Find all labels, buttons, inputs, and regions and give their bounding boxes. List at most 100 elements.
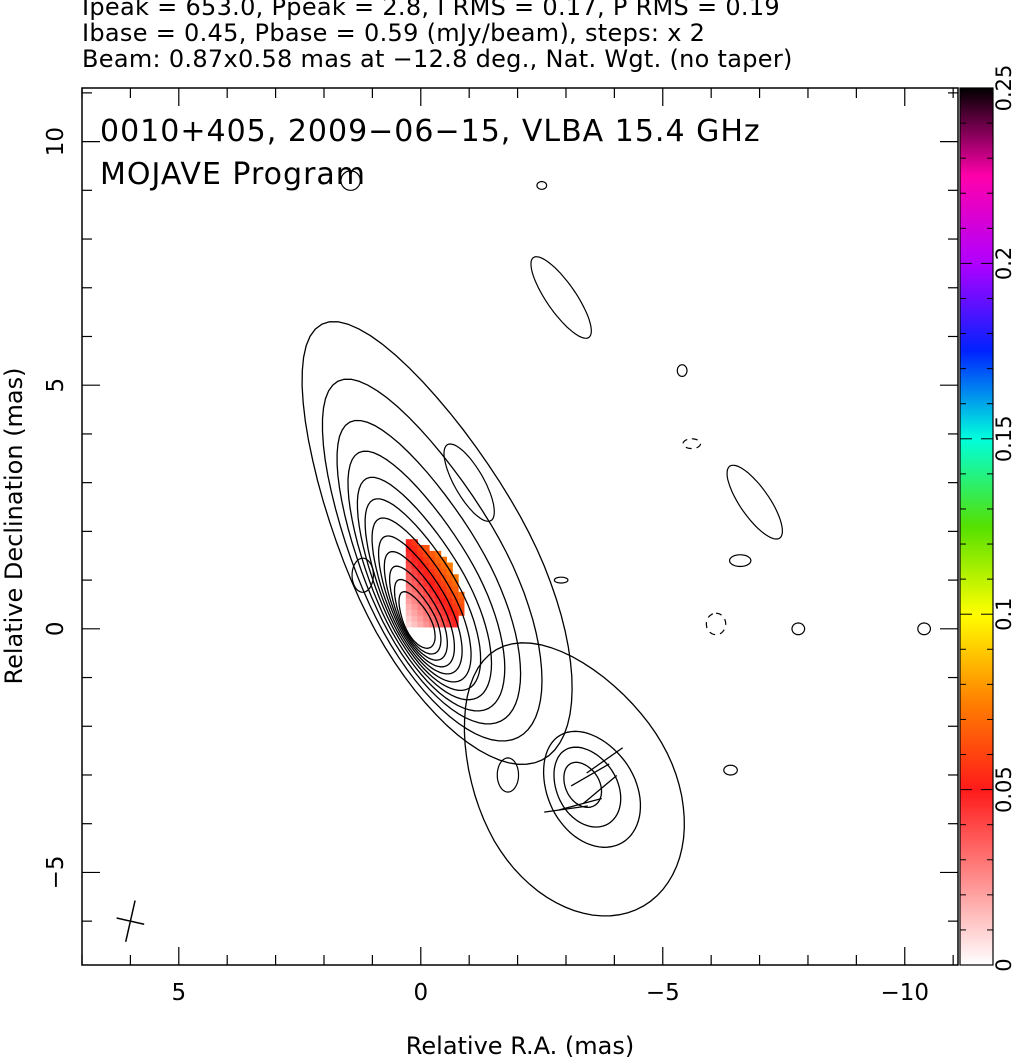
polarization-pixel	[440, 585, 448, 593]
polarization-pixel	[440, 615, 448, 622]
polarization-pixel	[423, 597, 430, 605]
x-axis-ticks: 5 0 −5 −10	[81, 88, 954, 1006]
polarization-pixel	[423, 556, 430, 564]
polarization-pixel	[423, 603, 430, 610]
evpa-ticks	[544, 747, 624, 813]
polarization-pixel	[405, 568, 413, 575]
polarization-pixel	[429, 603, 436, 610]
faint-contour	[340, 170, 361, 191]
polarization-pixel	[417, 580, 424, 587]
polarization-pixel	[417, 550, 424, 558]
polarization-pixel	[405, 585, 413, 593]
beam-minor-axis	[116, 917, 145, 926]
polarization-pixel	[440, 609, 448, 616]
polarization-pixel	[417, 621, 424, 628]
polarization-pixel	[434, 556, 442, 564]
polarization-pixel	[417, 603, 424, 610]
colorbar-ticks: 0 0.05 0.1 0.15 0.2 0.25	[959, 65, 1016, 972]
polarization-pixel	[458, 597, 465, 605]
x-tick-label: 5	[171, 980, 186, 1006]
polarization-pixel	[446, 591, 453, 599]
polarization-pixel	[446, 574, 453, 581]
polarization-pixel	[417, 545, 424, 552]
polarization-pixel	[446, 615, 453, 622]
evpa-tick	[582, 774, 618, 805]
polarization-pixel	[417, 568, 424, 575]
polarization-pixel	[452, 603, 459, 610]
beam-symbol	[116, 900, 145, 942]
faint-contour	[530, 256, 592, 339]
negative-contour	[682, 438, 702, 450]
polarization-pixel	[434, 550, 442, 558]
jet-contour	[542, 730, 642, 848]
evpa-tick	[544, 805, 588, 813]
faint-contour	[726, 464, 784, 540]
polarization-pixel	[434, 597, 442, 605]
plot-frame	[81, 87, 959, 966]
plot-border	[81, 87, 959, 966]
core-contour	[356, 476, 493, 701]
polarization-pixel	[446, 580, 453, 587]
plot-header: Ipeak = 653.0, Ppeak = 2.8, I RMS = 0.17…	[82, 0, 1012, 72]
faint-contour	[536, 180, 548, 190]
polarization-pixel	[411, 568, 418, 575]
colorbar-tick-label: 0.1	[992, 597, 1016, 630]
polarization-pixel	[440, 568, 448, 575]
evpa-tick	[586, 747, 624, 774]
polarization-pixel	[434, 568, 442, 575]
polarization-pixel	[440, 556, 448, 564]
core-contour	[301, 321, 573, 765]
polarization-pixel	[452, 591, 459, 599]
polarization-pixel	[446, 562, 453, 570]
polarization-pixel	[429, 574, 436, 581]
y-tick-label: 5	[43, 378, 69, 393]
polarization-pixel	[411, 591, 418, 599]
polarization-pixel	[429, 615, 436, 622]
polarization-pixel	[440, 591, 448, 599]
polarization-pixel	[405, 591, 413, 599]
polarization-pixel	[423, 585, 430, 593]
polarization-pixel	[446, 597, 453, 605]
polarization-pixel	[411, 609, 418, 616]
polarization-color-map	[405, 539, 465, 628]
polarization-pixel	[440, 580, 448, 587]
polarization-pixel	[417, 574, 424, 581]
polarization-pixel	[405, 597, 413, 605]
header-line-2: Ibase = 0.45, Pbase = 0.59 (mJy/beam), s…	[82, 19, 706, 47]
polarization-pixel	[440, 597, 448, 605]
evpa-tick	[570, 763, 610, 787]
polarization-pixel	[434, 574, 442, 581]
faint-contour	[496, 757, 520, 793]
polarization-pixel	[434, 591, 442, 599]
polarization-pixel	[446, 609, 453, 616]
colorbar-tick-label: 0.05	[992, 766, 1016, 813]
polarization-pixel	[452, 580, 459, 587]
y-tick-label: 0	[43, 621, 69, 636]
core-contour	[347, 450, 506, 712]
polarization-pixel	[405, 539, 413, 546]
polarization-pixel	[423, 545, 430, 552]
polarization-pixel	[411, 580, 418, 587]
core-contour	[398, 591, 436, 649]
jet-contour	[463, 642, 685, 917]
colorbar-border	[959, 87, 994, 966]
polarization-pixel	[429, 550, 436, 558]
polarization-pixel	[405, 609, 413, 616]
polarization-pixel	[429, 591, 436, 599]
y-tick-label: 10	[43, 127, 69, 156]
polarization-pixel	[446, 603, 453, 610]
x-tick-label: 0	[413, 980, 428, 1006]
faint-contour	[676, 364, 688, 377]
polarization-pixel	[423, 568, 430, 575]
polarization-pixel	[405, 550, 413, 558]
colorbar-tick-label: 0	[992, 958, 1016, 971]
polarization-pixel	[411, 539, 418, 546]
polarization-pixel	[411, 545, 418, 552]
polarization-pixel	[423, 562, 430, 570]
negative-contour	[705, 612, 727, 636]
polarization-pixel	[452, 585, 459, 593]
polarization-pixel	[434, 615, 442, 622]
polarization-pixel	[411, 621, 418, 628]
core-contour	[371, 517, 472, 683]
